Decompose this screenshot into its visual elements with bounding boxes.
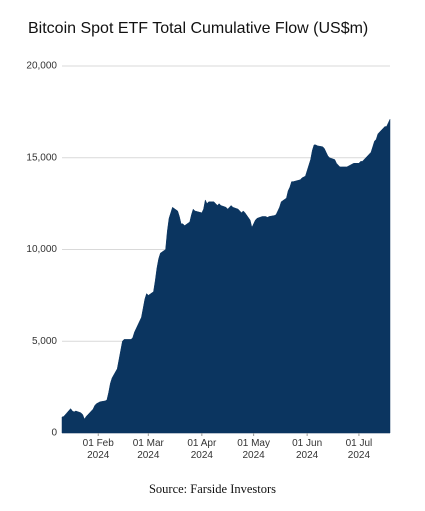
x-tick-label: 01 May 2024 (237, 438, 270, 461)
y-tick-label: 5,000 (32, 336, 57, 347)
x-tick-label: 01 Feb 2024 (82, 438, 114, 461)
y-tick-label: 10,000 (26, 244, 57, 255)
y-tick-label: 15,000 (26, 152, 57, 163)
x-tick-label: 01 Mar 2024 (132, 438, 164, 461)
x-tick-label: 01 Jun 2024 (292, 438, 323, 461)
area (61, 119, 391, 434)
y-tick-label: 20,000 (26, 61, 57, 72)
x-tick-label: 01 Jul 2024 (345, 438, 373, 461)
source-note: Source: Farside Investors (148, 482, 277, 496)
y-tick-label: 0 (51, 428, 57, 439)
chart-title: Bitcoin Spot ETF Total Cumulative Flow (… (28, 20, 369, 37)
x-tick-label: 01 Apr 2024 (187, 438, 217, 461)
